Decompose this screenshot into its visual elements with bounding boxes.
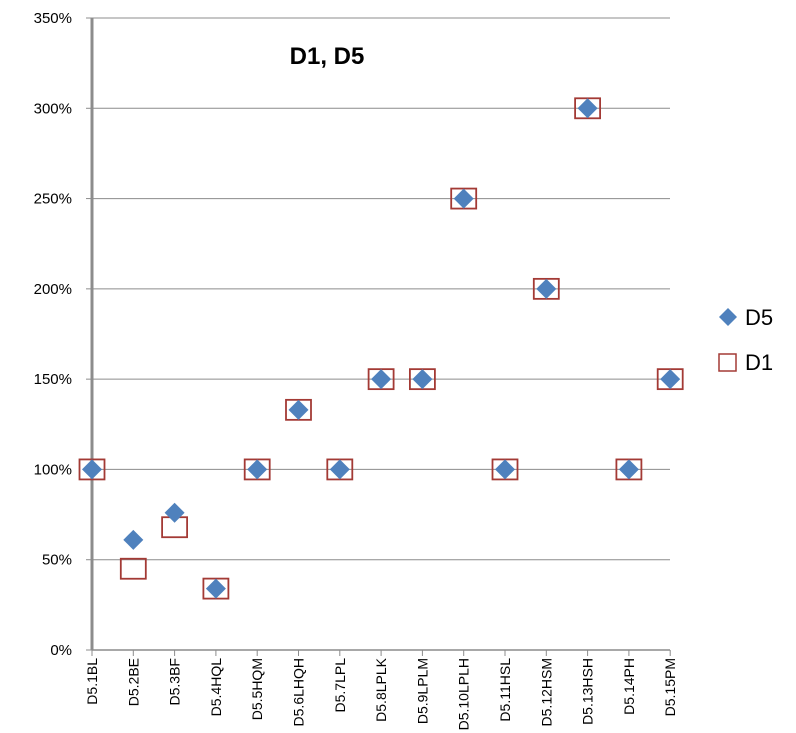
x-tick-label: D5.7LPL [332, 658, 348, 713]
legend-d1-marker [718, 353, 737, 372]
d5-point [329, 459, 350, 480]
series-d1 [78, 97, 684, 600]
x-tick-label: D5.3BF [167, 658, 183, 705]
d5-point [495, 459, 515, 480]
y-tick-label: 350% [34, 10, 72, 27]
x-tick-label: D5.2BE [125, 658, 141, 706]
x-tick-label: D5.9LPLM [414, 658, 430, 724]
d5-point [577, 98, 598, 119]
series-d5 [82, 98, 681, 599]
d5-point [82, 459, 102, 480]
x-tick-label: D5.8LPLK [373, 657, 389, 721]
legend-d1-label: D1 [745, 350, 773, 375]
x-tick-label: D5.11HSL [497, 658, 513, 722]
d5-point [371, 369, 392, 390]
d5-point [247, 459, 268, 480]
legend-d5-marker [719, 308, 737, 326]
d5-point [205, 578, 226, 599]
x-tick-label: D5.1BL [84, 658, 100, 705]
x-tick-label: D5.6LHQH [291, 658, 307, 726]
axes [86, 17, 671, 656]
x-tick-labels: D5.1BL D5.2BE D5.3BF D5.4HQL D5.5HQM D5.6LHQH… [84, 657, 678, 730]
d5-point [412, 369, 433, 390]
d5-point [536, 278, 557, 299]
x-tick-label: D5.10LPLH [456, 658, 472, 730]
y-tick-label: 50% [42, 552, 72, 569]
y-tick-labels: 0% 50% 100% 150% 200% 250% 300% 350% [34, 10, 72, 659]
chart-title: D1, D5 [290, 43, 365, 70]
x-tick-label: D5.15PM [662, 658, 678, 716]
x-tick-label: D5.4HQL [208, 658, 224, 717]
y-tick-label: 300% [34, 100, 72, 117]
d5-point [660, 369, 681, 390]
d5-point [288, 399, 309, 420]
legend-item-d5: D5 [719, 305, 773, 330]
d5-point [123, 529, 144, 550]
y-tick-label: 200% [34, 281, 72, 298]
d5-point [453, 188, 474, 209]
x-tick-label: D5.13HSH [580, 658, 596, 725]
y-tick-label: 0% [50, 642, 72, 659]
y-tick-label: 100% [34, 461, 72, 478]
y-tick-label: 150% [34, 371, 72, 388]
x-tick-label: D5.14PH [621, 658, 637, 715]
y-tick-label: 250% [34, 191, 72, 208]
legend-d5-label: D5 [745, 305, 773, 330]
x-tick-label: D5.12HSM [538, 658, 554, 726]
legend: D5 D1 [718, 305, 773, 375]
d1-point [119, 557, 147, 580]
d5-point [618, 459, 639, 480]
d5-point [164, 502, 185, 523]
legend-item-d1: D1 [718, 350, 773, 375]
x-tick-label: D5.5HQM [249, 658, 265, 720]
